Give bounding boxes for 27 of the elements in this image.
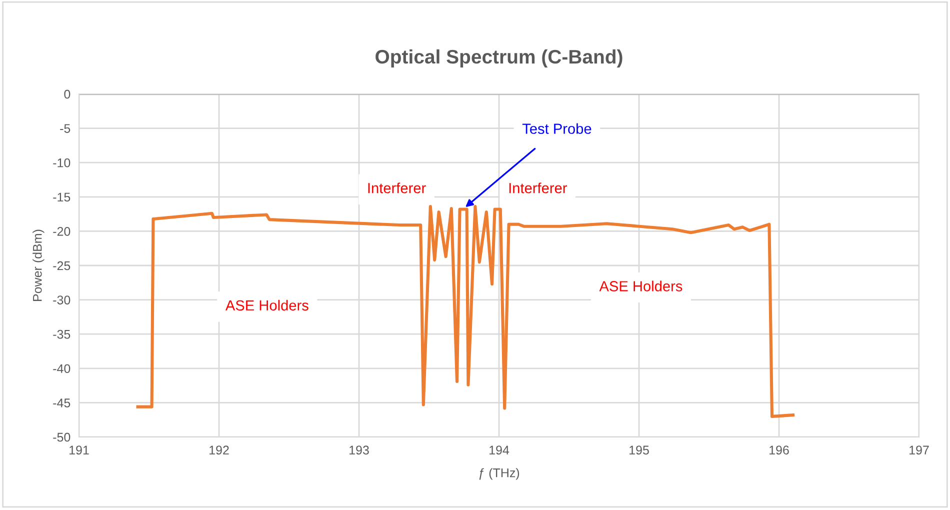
annotation: Test Probe: [522, 123, 592, 134]
x-tick-label: 195: [630, 446, 649, 455]
x-tick-label: 192: [210, 446, 229, 455]
y-tick-label: -50: [53, 432, 70, 442]
x-tick-label: 191: [70, 446, 89, 455]
x-tick-label: 196: [770, 446, 789, 455]
x-tick-label: 193: [350, 446, 369, 455]
x-axis-title: ƒ (THz): [479, 468, 520, 480]
y-tick-label: -35: [53, 330, 70, 339]
y-tick-label: -25: [53, 261, 70, 270]
line-series: [136, 204, 795, 418]
y-tick-label: -20: [53, 227, 70, 236]
y-tick-label: -45: [53, 398, 70, 408]
annotation: ASE Holders: [599, 280, 682, 292]
y-tick-label: 0: [64, 90, 70, 99]
y-tick-label: -30: [53, 296, 70, 304]
annotation: Interferer: [509, 182, 567, 194]
y-tick-label: -40: [53, 364, 70, 374]
x-tick-label: 194: [490, 446, 510, 455]
y-tick-label: -5: [60, 124, 70, 133]
y-tick-label: -10: [53, 158, 70, 168]
annotation: ASE Holders: [225, 300, 308, 311]
y-axis-title: Power (dBm): [32, 230, 44, 301]
y-tick-label: -15: [53, 192, 70, 202]
x-tick-label: 197: [910, 446, 929, 455]
annotation: Interferer: [368, 182, 426, 194]
chart-title: Optical Spectrum (C-Band): [376, 49, 622, 68]
